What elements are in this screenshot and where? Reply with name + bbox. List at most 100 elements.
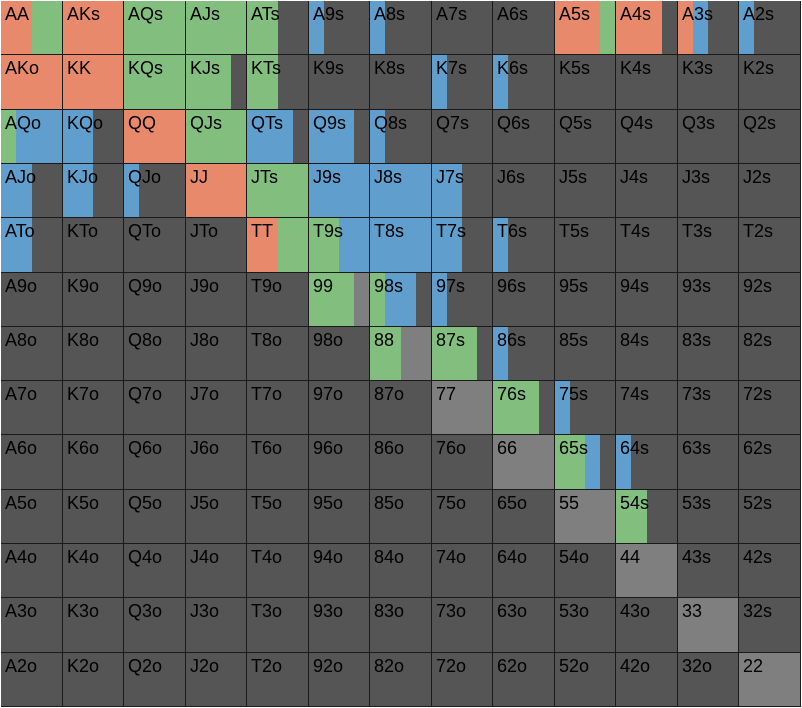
hand-cell-K9s[interactable]: K9s [309,55,370,110]
hand-cell-64o[interactable]: 64o [493,544,555,598]
hand-cell-J4s[interactable]: J4s [616,164,678,218]
hand-cell-77[interactable]: 77 [432,381,493,435]
hand-cell-32s[interactable]: 32s [739,598,801,653]
hand-cell-83o[interactable]: 83o [370,598,432,653]
hand-cell-J5o[interactable]: J5o [186,490,247,544]
hand-cell-QQ[interactable]: QQ [124,110,186,164]
hand-cell-83s[interactable]: 83s [678,327,739,381]
hand-cell-42s[interactable]: 42s [739,544,801,598]
hand-cell-T5o[interactable]: T5o [247,490,309,544]
hand-cell-T2s[interactable]: T2s [739,218,801,273]
hand-cell-K5s[interactable]: K5s [555,55,616,110]
hand-cell-J2s[interactable]: J2s [739,164,801,218]
hand-cell-A9s[interactable]: A9s [309,1,370,55]
hand-cell-QJo[interactable]: QJo [124,164,186,218]
hand-cell-Q8o[interactable]: Q8o [124,327,186,381]
hand-cell-92s[interactable]: 92s [739,273,801,327]
hand-cell-94s[interactable]: 94s [616,273,678,327]
hand-cell-K4s[interactable]: K4s [616,55,678,110]
hand-cell-95s[interactable]: 95s [555,273,616,327]
hand-cell-53o[interactable]: 53o [555,598,616,653]
hand-cell-87s[interactable]: 87s [432,327,493,381]
hand-cell-Q5o[interactable]: Q5o [124,490,186,544]
hand-cell-43s[interactable]: 43s [678,544,739,598]
hand-cell-KJs[interactable]: KJs [186,55,247,110]
hand-cell-QTo[interactable]: QTo [124,218,186,273]
hand-cell-74o[interactable]: 74o [432,544,493,598]
hand-cell-82s[interactable]: 82s [739,327,801,381]
hand-cell-J7o[interactable]: J7o [186,381,247,435]
hand-cell-Q8s[interactable]: Q8s [370,110,432,164]
hand-cell-A9o[interactable]: A9o [1,273,63,327]
hand-cell-62s[interactable]: 62s [739,435,801,490]
hand-cell-92o[interactable]: 92o [309,653,370,707]
hand-cell-K7o[interactable]: K7o [63,381,124,435]
hand-cell-75o[interactable]: 75o [432,490,493,544]
hand-cell-A2o[interactable]: A2o [1,653,63,707]
hand-cell-KJo[interactable]: KJo [63,164,124,218]
hand-cell-K6o[interactable]: K6o [63,435,124,490]
hand-cell-32o[interactable]: 32o [678,653,739,707]
hand-cell-52o[interactable]: 52o [555,653,616,707]
hand-cell-T6o[interactable]: T6o [247,435,309,490]
hand-cell-Q7s[interactable]: Q7s [432,110,493,164]
hand-cell-ATs[interactable]: ATs [247,1,309,55]
hand-cell-KTo[interactable]: KTo [63,218,124,273]
hand-cell-J6o[interactable]: J6o [186,435,247,490]
hand-cell-A7o[interactable]: A7o [1,381,63,435]
hand-cell-86s[interactable]: 86s [493,327,555,381]
hand-cell-K7s[interactable]: K7s [432,55,493,110]
hand-cell-63s[interactable]: 63s [678,435,739,490]
hand-cell-63o[interactable]: 63o [493,598,555,653]
hand-cell-JJ[interactable]: JJ [186,164,247,218]
hand-cell-J3o[interactable]: J3o [186,598,247,653]
hand-cell-22[interactable]: 22 [739,653,801,707]
hand-cell-AJo[interactable]: AJo [1,164,63,218]
hand-cell-AKs[interactable]: AKs [63,1,124,55]
hand-cell-55[interactable]: 55 [555,490,616,544]
hand-cell-J7s[interactable]: J7s [432,164,493,218]
hand-cell-94o[interactable]: 94o [309,544,370,598]
hand-cell-82o[interactable]: 82o [370,653,432,707]
hand-cell-T4o[interactable]: T4o [247,544,309,598]
hand-cell-QTs[interactable]: QTs [247,110,309,164]
hand-cell-88[interactable]: 88 [370,327,432,381]
hand-cell-Q2o[interactable]: Q2o [124,653,186,707]
hand-cell-AQo[interactable]: AQo [1,110,63,164]
hand-cell-T3s[interactable]: T3s [678,218,739,273]
hand-cell-76s[interactable]: 76s [493,381,555,435]
hand-cell-53s[interactable]: 53s [678,490,739,544]
hand-cell-Q5s[interactable]: Q5s [555,110,616,164]
hand-cell-A6s[interactable]: A6s [493,1,555,55]
hand-cell-T6s[interactable]: T6s [493,218,555,273]
hand-cell-AKo[interactable]: AKo [1,55,63,110]
hand-cell-65s[interactable]: 65s [555,435,616,490]
hand-cell-J9o[interactable]: J9o [186,273,247,327]
hand-cell-KQo[interactable]: KQo [63,110,124,164]
hand-cell-K3o[interactable]: K3o [63,598,124,653]
hand-cell-KTs[interactable]: KTs [247,55,309,110]
hand-cell-TT[interactable]: TT [247,218,309,273]
hand-cell-A5s[interactable]: A5s [555,1,616,55]
hand-cell-84o[interactable]: 84o [370,544,432,598]
hand-cell-K8o[interactable]: K8o [63,327,124,381]
hand-cell-65o[interactable]: 65o [493,490,555,544]
hand-cell-85s[interactable]: 85s [555,327,616,381]
hand-cell-A8o[interactable]: A8o [1,327,63,381]
hand-cell-AA[interactable]: AA [1,1,63,55]
hand-cell-64s[interactable]: 64s [616,435,678,490]
hand-cell-66[interactable]: 66 [493,435,555,490]
hand-cell-Q7o[interactable]: Q7o [124,381,186,435]
hand-cell-AQs[interactable]: AQs [124,1,186,55]
hand-cell-85o[interactable]: 85o [370,490,432,544]
hand-cell-J6s[interactable]: J6s [493,164,555,218]
hand-cell-73o[interactable]: 73o [432,598,493,653]
hand-cell-T4s[interactable]: T4s [616,218,678,273]
hand-cell-96o[interactable]: 96o [309,435,370,490]
hand-cell-Q4s[interactable]: Q4s [616,110,678,164]
hand-cell-98o[interactable]: 98o [309,327,370,381]
hand-cell-93s[interactable]: 93s [678,273,739,327]
hand-cell-Q9s[interactable]: Q9s [309,110,370,164]
hand-cell-52s[interactable]: 52s [739,490,801,544]
hand-cell-87o[interactable]: 87o [370,381,432,435]
